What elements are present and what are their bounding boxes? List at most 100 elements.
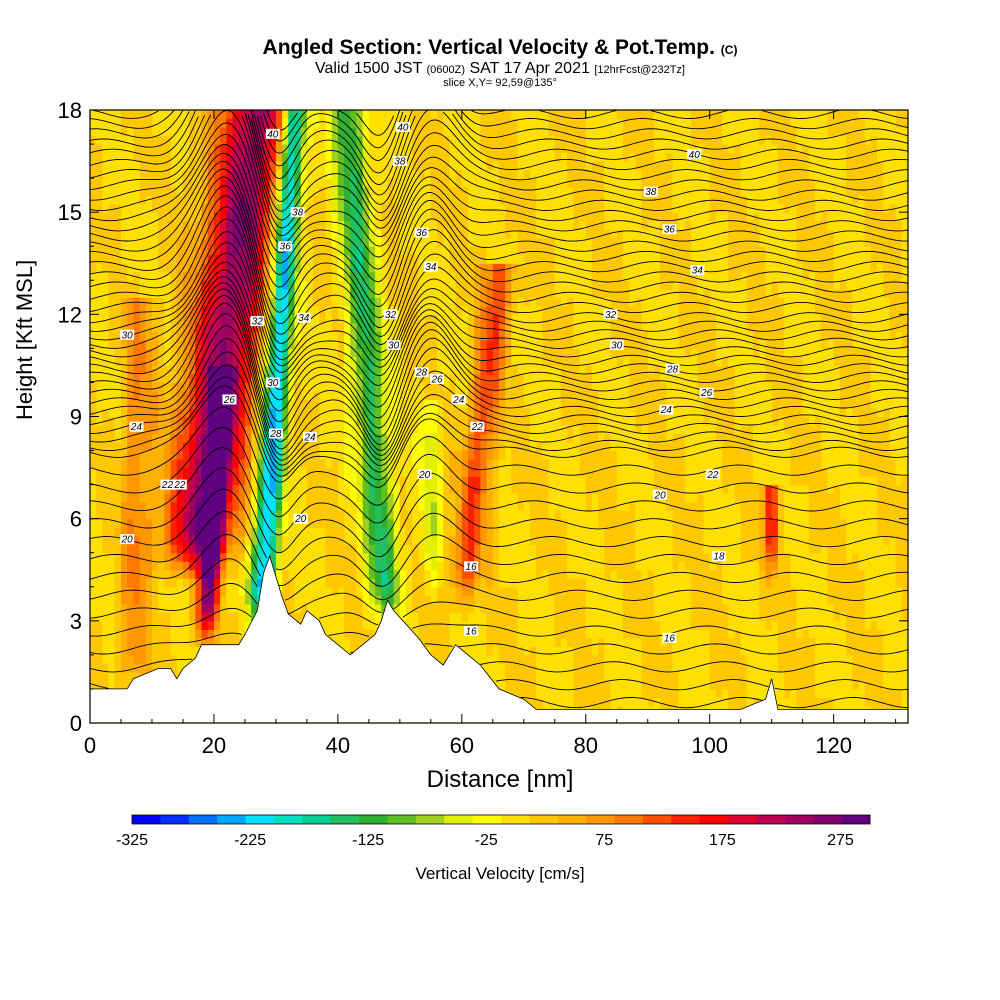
isentrope-label: 16 xyxy=(464,626,479,638)
colorbar-swatch xyxy=(415,815,445,824)
isentrope-line xyxy=(89,114,909,229)
isentrope-label: 36 xyxy=(662,224,677,236)
colorbar-swatch xyxy=(728,815,757,824)
isentrope-label: 18 xyxy=(711,551,726,563)
colorbar-swatch xyxy=(359,815,388,824)
isentrope-label: 30 xyxy=(609,339,624,351)
colorbar-swatch xyxy=(756,815,786,824)
isentrope-label: 30 xyxy=(120,329,135,341)
isentrope-label: 28 xyxy=(268,428,283,440)
isentrope-line xyxy=(89,122,909,247)
isentrope-line xyxy=(89,252,909,377)
isentrope-label: 20 xyxy=(417,469,432,481)
isentrope-line xyxy=(90,351,909,467)
isentrope-line xyxy=(89,582,909,626)
colorbar-swatch xyxy=(841,815,871,824)
x-tick-label: 80 xyxy=(574,733,598,758)
colorbar-label: Vertical Velocity [cm/s] xyxy=(415,864,585,883)
colorbar-tick-label: 175 xyxy=(709,832,736,849)
isentrope-line xyxy=(89,195,909,337)
isentrope-label: 34 xyxy=(296,312,311,324)
isentrope-line xyxy=(89,295,909,438)
isentrope-labels: 4038363432302826242220403836343230282624… xyxy=(120,122,726,644)
isentrope-label: 30 xyxy=(386,339,401,351)
isentrope-line xyxy=(89,288,909,429)
isentrope-line xyxy=(89,133,909,258)
isentrope-label: 36 xyxy=(278,241,293,253)
isentrope-line xyxy=(89,109,909,186)
isentrope-label: 28 xyxy=(665,363,680,375)
colorbar-tick-label: 275 xyxy=(827,832,854,849)
isentrope-label: 32 xyxy=(603,309,618,321)
isentrope-line xyxy=(520,697,909,709)
isentrope-label: 22 xyxy=(172,479,187,491)
y-tick-label: 12 xyxy=(58,302,82,327)
isentrope-line xyxy=(89,110,909,196)
isentrope-line xyxy=(89,276,909,408)
isentrope-line xyxy=(89,218,909,353)
isentrope-line xyxy=(89,160,909,295)
isentrope-label: 22 xyxy=(160,479,175,491)
isentrope-line xyxy=(89,364,909,473)
isentrope-label: 32 xyxy=(383,309,398,321)
isentrope-line xyxy=(89,632,909,655)
isentrope-label: 24 xyxy=(659,404,674,416)
y-tick-label: 9 xyxy=(70,405,82,430)
colorbar-swatch xyxy=(699,815,729,824)
isentrope-label: 38 xyxy=(290,207,305,219)
isentrope-line xyxy=(89,242,909,368)
colorbar-frame xyxy=(131,814,871,825)
isentrope-label: 40 xyxy=(395,122,410,134)
colorbar-swatch xyxy=(273,815,303,824)
colorbar-swatch xyxy=(529,815,559,824)
isentrope-line xyxy=(89,313,909,451)
y-tick-label: 15 xyxy=(58,200,82,225)
colorbar-swatch xyxy=(472,815,502,824)
isentrope-label: 24 xyxy=(451,394,466,406)
colorbar-swatch xyxy=(160,815,190,824)
isentrope-line xyxy=(89,302,909,446)
isentrope-label: 22 xyxy=(705,469,720,481)
isentrope-line xyxy=(89,510,909,587)
isentrope-label: 16 xyxy=(464,561,479,573)
isentrope-line xyxy=(89,261,909,386)
isentrope-line xyxy=(93,109,909,162)
isentrope-line xyxy=(89,376,909,481)
velocity-field xyxy=(90,110,909,724)
isentrope-line xyxy=(89,447,909,541)
isentrope-line xyxy=(89,325,908,456)
y-tick-label: 0 xyxy=(70,711,82,736)
isentrope-line xyxy=(89,406,908,506)
isentrope-line xyxy=(89,152,908,283)
isentrope-line xyxy=(89,113,909,222)
isentrope-label: 24 xyxy=(129,421,144,433)
isentrope-label: 28 xyxy=(414,367,429,379)
x-axis: 0 20 40 60 80 100 120 xyxy=(84,110,897,758)
isentrope-line xyxy=(89,269,909,397)
isentrope-label: 38 xyxy=(643,186,658,198)
x-tick-label: 20 xyxy=(202,733,226,758)
isentrope-line xyxy=(89,282,909,419)
chart-valid-time: Valid 1500 JST (0600Z) SAT 17 Apr 2021 [… xyxy=(315,60,685,77)
isentrope-line xyxy=(89,110,909,174)
x-tick-label: 40 xyxy=(326,733,350,758)
isentrope-line xyxy=(89,168,909,308)
isentrope-line xyxy=(89,679,909,691)
isentrope-line xyxy=(89,488,909,573)
isentrope-label: 26 xyxy=(699,387,714,399)
y-axis: 0 36 9 12 15 18 xyxy=(58,98,908,736)
isentrope-line xyxy=(89,558,909,615)
colorbar-swatch xyxy=(557,815,587,824)
isentrope-line xyxy=(89,176,909,319)
colorbar-swatch xyxy=(813,815,843,824)
colorbar-swatch xyxy=(614,815,644,824)
isentrope-line xyxy=(89,427,909,524)
isentrope-line xyxy=(266,109,395,136)
isentrope-label: 36 xyxy=(414,227,429,239)
chart-title: Angled Section: Vertical Velocity & Pot.… xyxy=(262,36,738,59)
isentrope-line xyxy=(89,467,909,558)
isentrope-label: 26 xyxy=(430,374,445,386)
x-tick-label: 100 xyxy=(691,733,728,758)
colorbar-swatch xyxy=(188,815,218,824)
isentrope-line xyxy=(89,534,909,601)
